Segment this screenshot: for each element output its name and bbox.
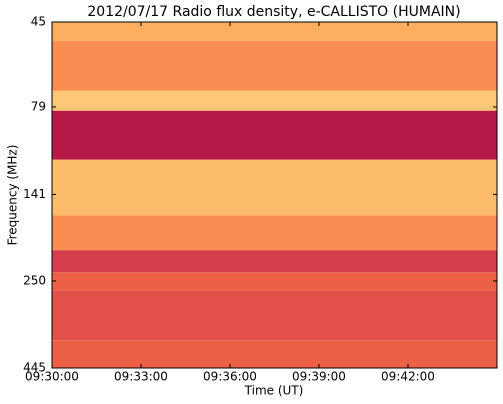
plot-area bbox=[52, 22, 497, 368]
x-tick-label: 09:39:00 bbox=[292, 370, 346, 384]
band bbox=[52, 250, 497, 273]
band bbox=[52, 290, 497, 341]
band bbox=[52, 22, 497, 41]
band bbox=[52, 159, 497, 216]
frame bbox=[51, 21, 498, 369]
x-tick-label: 09:36:00 bbox=[203, 370, 257, 384]
y-tick-label: 250 bbox=[23, 273, 46, 287]
band bbox=[52, 340, 497, 368]
chart-title: 2012/07/17 Radio flux density, e-CALLIST… bbox=[87, 4, 460, 20]
band bbox=[52, 40, 497, 91]
x-axis-label: Time (UT) bbox=[244, 384, 304, 398]
y-tick-label: 445 bbox=[23, 361, 46, 375]
band bbox=[52, 272, 497, 291]
band bbox=[52, 110, 497, 160]
y-tick-label: 141 bbox=[23, 187, 46, 201]
x-tick-label: 09:30:00 bbox=[25, 370, 79, 384]
y-tick-label: 79 bbox=[31, 99, 46, 113]
band bbox=[52, 215, 497, 251]
x-tick-label: 09:42:00 bbox=[381, 370, 435, 384]
y-axis-label: Frequency (MHz) bbox=[6, 145, 20, 246]
y-tick-label: 45 bbox=[31, 15, 46, 29]
band bbox=[52, 90, 497, 111]
x-tick-label: 09:33:00 bbox=[114, 370, 168, 384]
